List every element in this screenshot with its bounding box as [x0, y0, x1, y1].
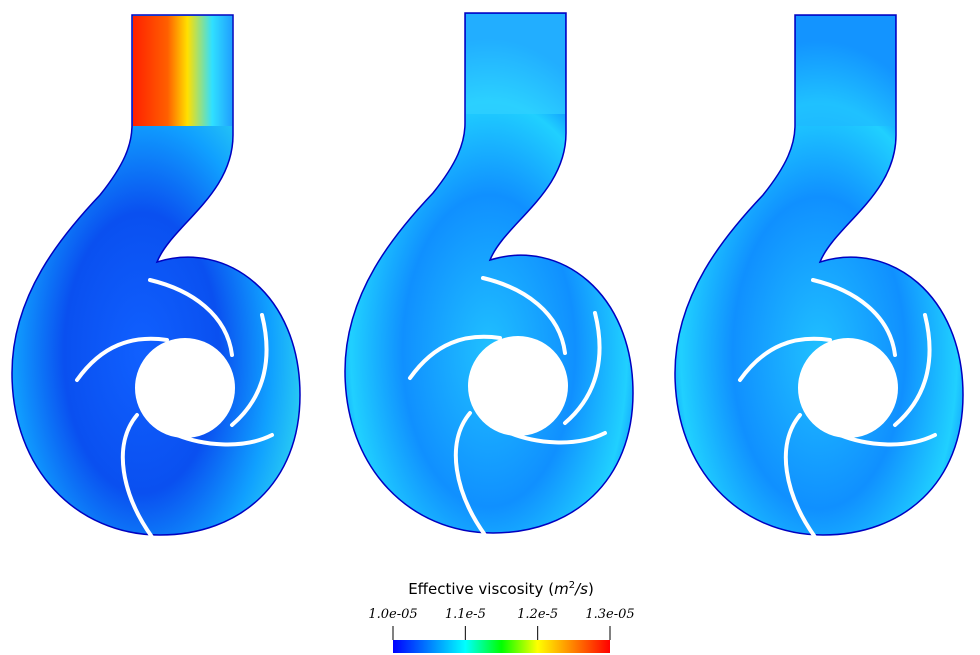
- title-text: Effective viscosity (: [408, 580, 554, 598]
- pump-contour-1: [12, 15, 300, 537]
- title-text: ): [588, 580, 594, 598]
- colorbar: [393, 640, 610, 653]
- figure: Effective viscosity (m2/s) 1.0e-05 1.1e-5…: [0, 0, 980, 655]
- title-unit: /s: [573, 580, 588, 598]
- title-unit: m: [554, 580, 569, 598]
- pump-contour-2: [345, 13, 633, 535]
- tick-label: 1.1e-5: [445, 607, 486, 622]
- tick-label: 1.2e-5: [517, 607, 558, 622]
- colorbar-title: Effective viscosity (m2/s): [408, 580, 594, 598]
- pump-contour-3: [675, 15, 963, 537]
- tick-label: 1.0e-05: [368, 607, 417, 622]
- tick-label: 1.3e-05: [585, 607, 634, 622]
